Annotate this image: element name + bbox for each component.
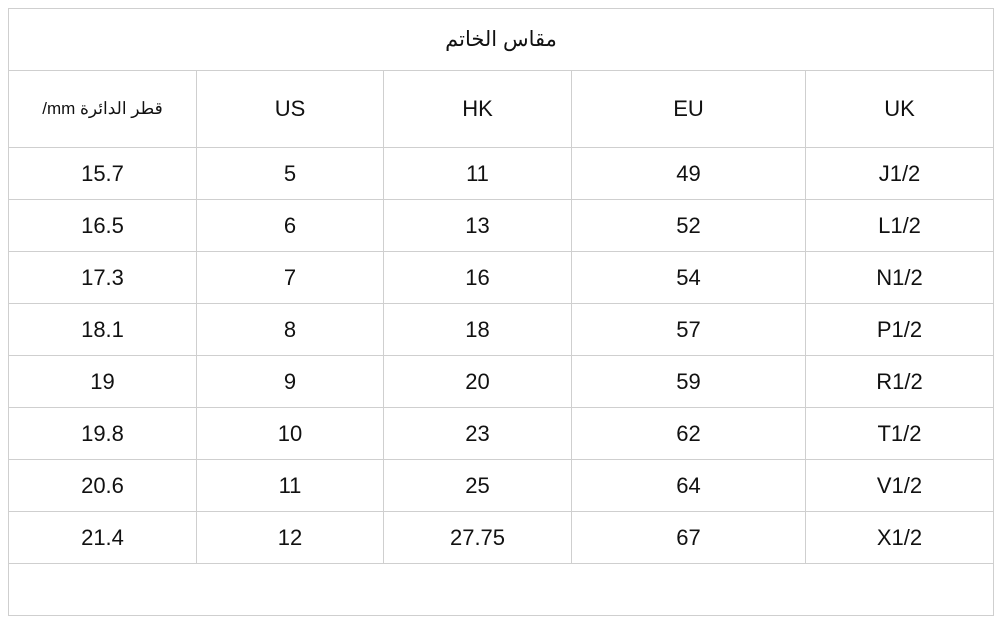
cell-us: 8 bbox=[196, 303, 384, 356]
cell-us: 7 bbox=[196, 251, 384, 304]
cell-uk: P1/2 bbox=[804, 303, 995, 356]
cell-eu: 54 bbox=[571, 251, 806, 304]
cell-us: 12 bbox=[196, 511, 384, 564]
cell-uk: N1/2 bbox=[804, 251, 995, 304]
table-row: 18.1 8 18 57 P1/2 bbox=[8, 303, 995, 356]
cell-eu: 52 bbox=[571, 199, 806, 252]
cell-diameter: 15.7 bbox=[8, 147, 197, 200]
cell-diameter: 19 bbox=[8, 355, 197, 408]
table-row: 20.6 11 25 64 V1/2 bbox=[8, 459, 995, 512]
table-row: 15.7 5 11 49 J1/2 bbox=[8, 147, 995, 200]
ring-size-table: مقاس الخاتم /mm قطر الدائرة US HK EU UK … bbox=[7, 8, 995, 616]
header-row: /mm قطر الدائرة US HK EU UK bbox=[8, 70, 995, 148]
cell-hk: 20 bbox=[383, 355, 572, 408]
table-row: 16.5 6 13 52 L1/2 bbox=[8, 199, 995, 252]
table-row: 19 9 20 59 R1/2 bbox=[8, 355, 995, 408]
cell-diameter: 18.1 bbox=[8, 303, 197, 356]
cell-us: 11 bbox=[196, 459, 384, 512]
cell-uk: J1/2 bbox=[804, 147, 995, 200]
cell-hk: 16 bbox=[383, 251, 572, 304]
cell-uk: L1/2 bbox=[804, 199, 995, 252]
cell-us: 9 bbox=[196, 355, 384, 408]
cell-uk: X1/2 bbox=[804, 511, 995, 564]
cell-eu: 49 bbox=[571, 147, 806, 200]
cell-us: 10 bbox=[196, 407, 384, 460]
cell-uk: V1/2 bbox=[804, 459, 995, 512]
cell-diameter: 16.5 bbox=[8, 199, 197, 252]
cell-diameter: 17.3 bbox=[8, 251, 197, 304]
cell-hk: 18 bbox=[383, 303, 572, 356]
cell-eu: 62 bbox=[571, 407, 806, 460]
cell-hk: 13 bbox=[383, 199, 572, 252]
header-eu: EU bbox=[571, 70, 806, 148]
empty-row bbox=[7, 563, 995, 616]
cell-us: 6 bbox=[196, 199, 384, 252]
cell-diameter: 21.4 bbox=[8, 511, 197, 564]
cell-hk: 27.75 bbox=[383, 511, 572, 564]
header-us: US bbox=[196, 70, 384, 148]
cell-eu: 57 bbox=[571, 303, 806, 356]
cell-uk: R1/2 bbox=[804, 355, 995, 408]
cell-hk: 23 bbox=[383, 407, 572, 460]
header-uk: UK bbox=[804, 70, 995, 148]
cell-diameter: 19.8 bbox=[8, 407, 197, 460]
empty-cell bbox=[7, 563, 995, 616]
cell-hk: 25 bbox=[383, 459, 572, 512]
table-title: مقاس الخاتم bbox=[7, 8, 995, 71]
cell-eu: 67 bbox=[571, 511, 806, 564]
table-row: 19.8 10 23 62 T1/2 bbox=[8, 407, 995, 460]
cell-diameter: 20.6 bbox=[8, 459, 197, 512]
table-row: 17.3 7 16 54 N1/2 bbox=[8, 251, 995, 304]
cell-hk: 11 bbox=[383, 147, 572, 200]
cell-uk: T1/2 bbox=[804, 407, 995, 460]
cell-eu: 64 bbox=[571, 459, 806, 512]
cell-eu: 59 bbox=[571, 355, 806, 408]
cell-us: 5 bbox=[196, 147, 384, 200]
table-row: 21.4 12 27.75 67 X1/2 bbox=[8, 511, 995, 564]
title-row: مقاس الخاتم bbox=[7, 8, 995, 71]
header-hk: HK bbox=[383, 70, 572, 148]
header-diameter: /mm قطر الدائرة bbox=[8, 70, 197, 148]
